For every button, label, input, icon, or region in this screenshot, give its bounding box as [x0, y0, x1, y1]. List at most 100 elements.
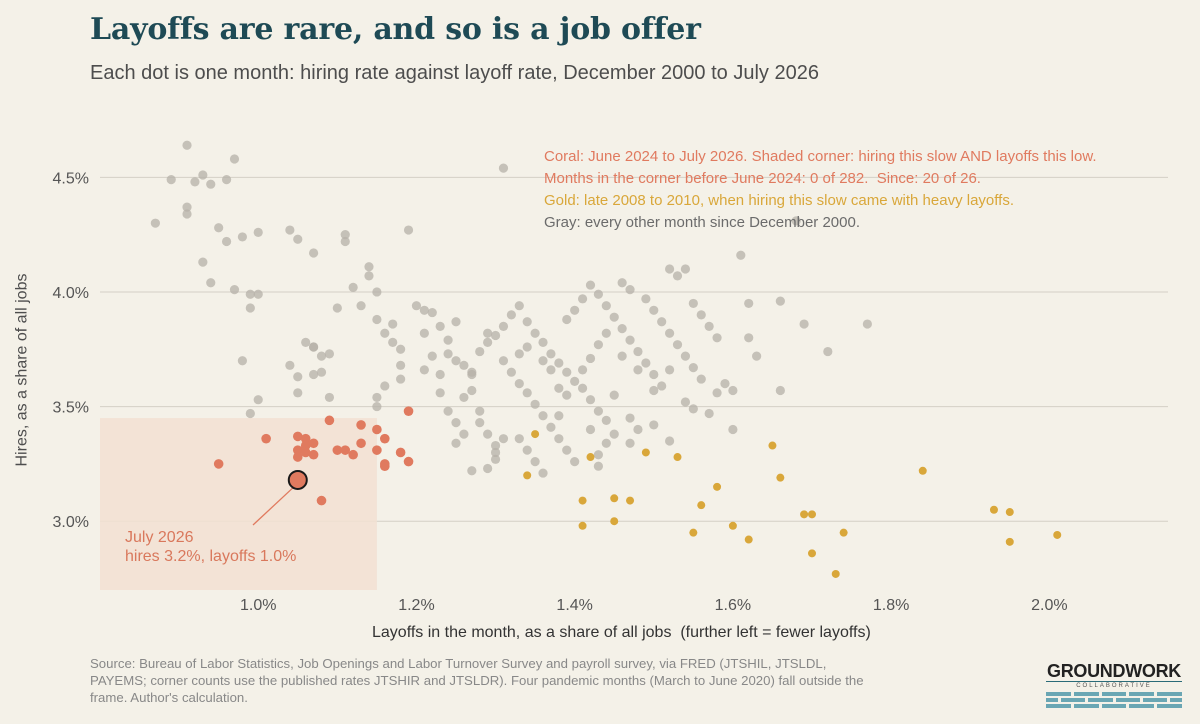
source-note: Source: Bureau of Labor Statistics, Job …: [90, 656, 864, 705]
gray-point: [530, 457, 540, 467]
gray-point: [704, 408, 714, 419]
gray-point: [451, 317, 461, 327]
gold-point: [523, 471, 532, 480]
gray-point: [680, 264, 691, 274]
coral-point: [292, 431, 303, 442]
gray-point: [609, 429, 619, 439]
gray-point: [577, 383, 588, 393]
gray-point: [490, 330, 501, 341]
coral-point: [213, 459, 224, 469]
gray-point: [593, 406, 604, 416]
gold-point: [768, 441, 777, 450]
gray-point: [546, 365, 556, 375]
gray-point: [419, 328, 429, 338]
gray-point: [704, 321, 714, 331]
gray-point: [316, 351, 327, 361]
highlight-annotation-values: hires 3.2%, layoffs 1.0%: [125, 548, 296, 565]
gold-point: [626, 496, 635, 505]
gray-point: [467, 466, 477, 476]
gray-point: [585, 353, 596, 364]
logo-subtitle: COLLABORATIVE: [1046, 681, 1182, 690]
gray-point: [554, 383, 564, 393]
gray-point: [411, 301, 422, 311]
gray-point: [475, 346, 485, 357]
gray-point: [562, 445, 572, 455]
gray-point: [633, 424, 643, 435]
gray-point: [435, 321, 445, 331]
gray-point: [396, 374, 406, 384]
gray-point: [593, 461, 604, 471]
gray-point: [649, 369, 659, 380]
gray-point: [451, 438, 461, 448]
chart-title: Layoffs are rare, and so is a job offer: [90, 12, 701, 47]
coral-point: [403, 406, 414, 416]
gray-point: [562, 314, 572, 325]
gray-point: [245, 289, 255, 299]
gold-point: [578, 496, 587, 505]
gold-point: [531, 430, 540, 439]
gray-point: [775, 296, 785, 306]
gray-point: [625, 413, 635, 423]
gray-point: [309, 369, 319, 380]
gray-point: [862, 319, 872, 329]
gray-point: [459, 360, 469, 370]
gray-point: [506, 310, 516, 320]
gray-point: [641, 294, 651, 304]
gray-point: [166, 175, 176, 185]
gray-point: [554, 358, 564, 368]
gold-point: [713, 482, 722, 491]
gray-point: [665, 328, 675, 338]
gray-point: [206, 278, 216, 288]
gray-point: [514, 434, 524, 444]
gold-point: [1053, 530, 1062, 539]
gray-point: [309, 248, 319, 258]
gray-point: [530, 328, 540, 338]
coral-point: [332, 445, 343, 455]
gray-point: [229, 154, 240, 164]
gray-point: [593, 289, 604, 299]
gray-point: [728, 385, 738, 396]
gray-point: [190, 177, 200, 187]
gray-point: [459, 392, 469, 403]
coral-point: [403, 456, 414, 467]
highlight-annotation-date: July 2026: [125, 529, 194, 546]
coral-point: [300, 433, 311, 444]
gray-point: [150, 218, 160, 228]
shaded-corner: [100, 418, 377, 590]
gold-point: [744, 535, 753, 544]
gray-point: [490, 447, 501, 458]
gray-point: [483, 337, 493, 347]
gray-point: [498, 163, 509, 173]
gray-point: [498, 321, 509, 331]
gray-point: [285, 225, 295, 235]
gray-point: [696, 374, 706, 384]
gray-point: [340, 230, 350, 240]
gray-point: [641, 358, 651, 368]
gray-point: [593, 340, 604, 350]
gray-point: [633, 365, 643, 375]
y-tick-label: 4.0%: [53, 285, 89, 302]
shaded-corner-layer: [100, 418, 377, 590]
gray-point: [451, 418, 461, 428]
coral-point: [380, 461, 390, 471]
gray-point: [728, 424, 738, 435]
coral-point: [356, 420, 366, 430]
gold-point: [578, 521, 587, 530]
gray-point: [396, 360, 406, 370]
gold-point: [839, 528, 848, 537]
gray-point: [443, 349, 453, 359]
gray-point: [285, 360, 295, 370]
coral-point: [316, 495, 327, 506]
gray-point: [490, 454, 501, 464]
gray-point: [601, 301, 611, 311]
coral-point: [308, 438, 319, 449]
gray-point: [593, 450, 604, 460]
coral-point: [300, 447, 311, 458]
gray-point: [301, 337, 311, 347]
gray-point: [293, 234, 303, 244]
gray-point: [696, 310, 706, 320]
legend-gold: Gold: late 2008 to 2010, when hiring thi…: [544, 192, 1014, 209]
gray-point: [514, 379, 524, 389]
gray-point: [585, 424, 596, 435]
gray-point: [625, 335, 635, 345]
